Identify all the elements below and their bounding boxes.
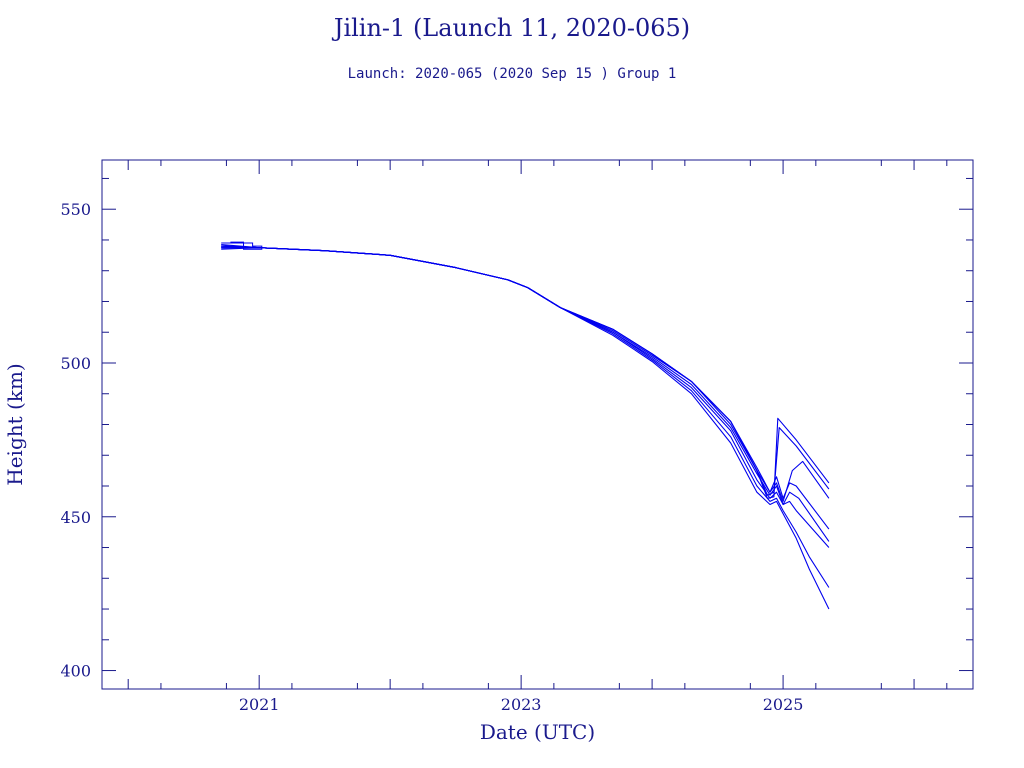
series-line-7	[221, 247, 830, 588]
series-line-2	[221, 244, 830, 496]
chart-subtitle: Launch: 2020-065 (2020 Sep 15 ) Group 1	[347, 66, 677, 82]
x-tick-label: 2023	[501, 695, 542, 714]
x-tick-label: 2021	[239, 695, 280, 714]
series-group	[221, 241, 830, 610]
series-line-4	[221, 245, 830, 530]
y-tick-label: 450	[60, 508, 91, 527]
deployment-cluster	[221, 241, 263, 250]
series-line-3	[221, 247, 830, 502]
series-line-1	[221, 245, 830, 499]
plot-frame	[101, 159, 974, 690]
y-tick-label: 500	[60, 354, 91, 373]
y-tick-label: 400	[60, 662, 91, 681]
axis-ticks	[102, 160, 973, 689]
y-tick-label: 550	[60, 200, 91, 219]
chart-title: Jilin-1 (Launch 11, 2020-065)	[333, 14, 691, 42]
tick-labels: 2021 2023 2025 400 450 500 550	[60, 200, 803, 714]
x-axis-label: Date (UTC)	[480, 720, 595, 744]
series-line-5	[221, 247, 830, 542]
x-tick-label: 2025	[763, 695, 804, 714]
series-line-6	[221, 245, 830, 548]
series-line-8	[221, 245, 830, 610]
y-axis-label: Height (km)	[3, 363, 27, 485]
